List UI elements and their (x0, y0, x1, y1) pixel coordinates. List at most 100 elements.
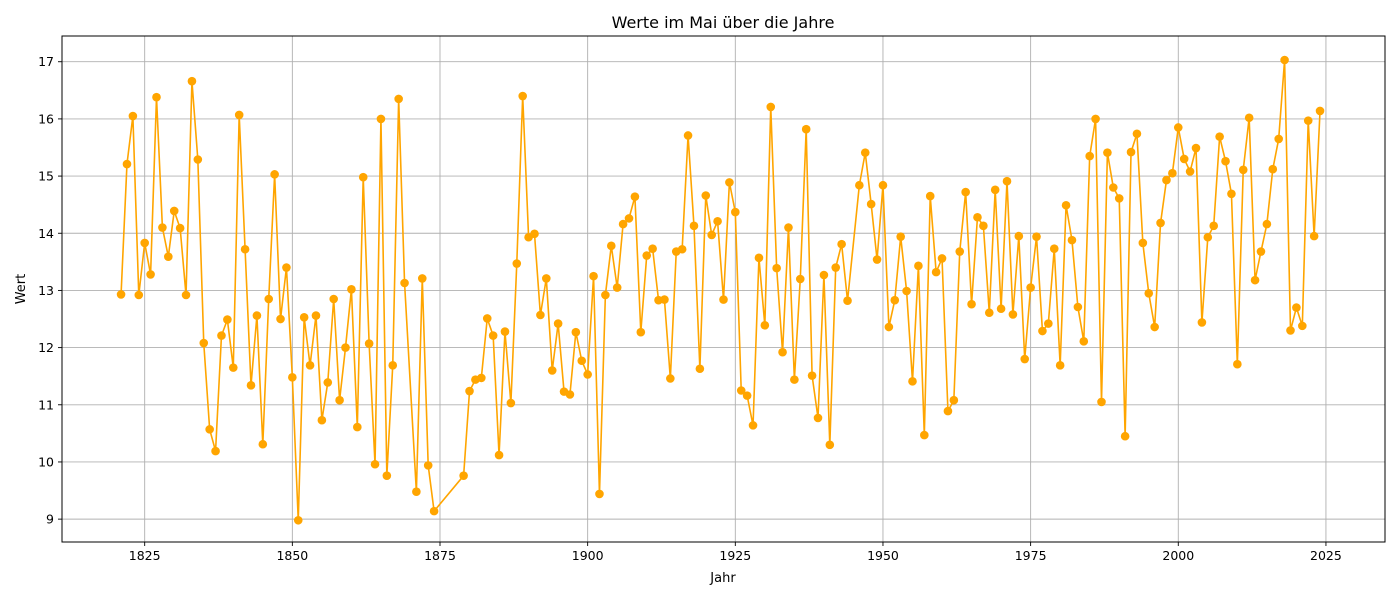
data-point (1221, 156, 1230, 166)
data-point (772, 263, 781, 273)
data-point (612, 283, 622, 292)
data-point (742, 391, 752, 400)
data-point (1292, 303, 1301, 312)
data-point (1298, 321, 1307, 331)
data-point (642, 251, 652, 260)
data-point (795, 274, 805, 284)
data-point (465, 386, 474, 396)
data-point (589, 271, 598, 281)
y-tick-label: 12 (38, 340, 54, 355)
data-point (719, 295, 728, 304)
data-point (299, 313, 309, 322)
y-tick-label: 15 (38, 169, 54, 184)
data-point (140, 238, 149, 248)
data-point (748, 421, 758, 430)
y-tick-label: 11 (38, 397, 54, 412)
data-point (760, 321, 770, 330)
x-tick-label: 1825 (129, 548, 161, 563)
data-point (1191, 143, 1201, 153)
data-point (536, 310, 545, 320)
data-point (512, 259, 522, 268)
data-point (937, 254, 947, 263)
data-point (878, 180, 888, 190)
data-point (459, 471, 468, 480)
data-point (1014, 231, 1024, 241)
data-point (1114, 194, 1124, 203)
data-point (1309, 231, 1319, 241)
data-point (636, 327, 646, 337)
data-point (790, 375, 799, 384)
plot-frame (61, 35, 1386, 543)
data-point (276, 314, 285, 324)
data-point (1197, 318, 1207, 327)
x-tick-label: 1900 (572, 548, 604, 563)
data-point (1162, 175, 1171, 185)
data-point (1085, 151, 1094, 161)
data-point (1026, 283, 1035, 292)
data-point (305, 361, 315, 370)
data-point (571, 327, 581, 337)
data-point (500, 327, 510, 336)
data-point (1020, 354, 1030, 364)
data-point (1144, 288, 1154, 298)
data-point (412, 487, 421, 496)
data-point (477, 373, 486, 383)
data-point (240, 244, 250, 254)
data-point (1215, 132, 1224, 141)
data-point (488, 331, 498, 340)
data-point (996, 304, 1006, 314)
data-point (553, 319, 563, 328)
data-point (1303, 116, 1313, 125)
data-point (990, 185, 1000, 195)
data-point (695, 364, 705, 374)
data-point (1008, 310, 1018, 319)
data-point (1268, 164, 1278, 174)
data-point (228, 363, 238, 372)
data-point (429, 506, 439, 516)
data-point (175, 223, 185, 233)
data-point (984, 308, 994, 318)
data-point (707, 230, 716, 240)
data-point (530, 229, 539, 239)
data-point (187, 76, 197, 86)
data-point (819, 270, 829, 280)
x-tick-label: 1925 (719, 548, 751, 563)
data-point (1173, 123, 1183, 132)
data-point (660, 295, 669, 304)
data-point (217, 331, 226, 340)
data-point (193, 155, 203, 164)
x-axis-label: Jahr (709, 571, 736, 586)
data-point (358, 172, 368, 182)
data-point (583, 370, 592, 379)
data-point (624, 214, 634, 223)
data-point (400, 278, 409, 288)
y-tick-label: 16 (38, 111, 54, 126)
data-point (1203, 232, 1213, 242)
y-axis: 9 10 11 12 13 14 15 16 17 (38, 54, 62, 527)
y-tick-label: 9 (46, 512, 54, 527)
data-point (1049, 244, 1059, 253)
data-point (595, 489, 604, 499)
data-point (606, 241, 616, 251)
data-point (341, 343, 350, 352)
data-point (825, 440, 835, 450)
x-tick-label: 1875 (424, 548, 456, 563)
x-tick-label: 1975 (1015, 548, 1047, 563)
data-point (1262, 219, 1272, 229)
data-point (134, 290, 144, 300)
data-point (1238, 165, 1248, 175)
data-point (211, 446, 220, 456)
data-point (376, 114, 386, 124)
data-point (1126, 147, 1136, 157)
data-point (831, 263, 841, 272)
data-point (902, 286, 911, 296)
data-point (370, 459, 380, 469)
data-point (199, 338, 209, 348)
data-point (164, 252, 173, 261)
data-point (1091, 114, 1100, 124)
data-point (1250, 275, 1260, 285)
data-point (1179, 154, 1189, 164)
data-point (1256, 247, 1266, 256)
data-point (423, 461, 433, 470)
data-point (577, 356, 587, 366)
